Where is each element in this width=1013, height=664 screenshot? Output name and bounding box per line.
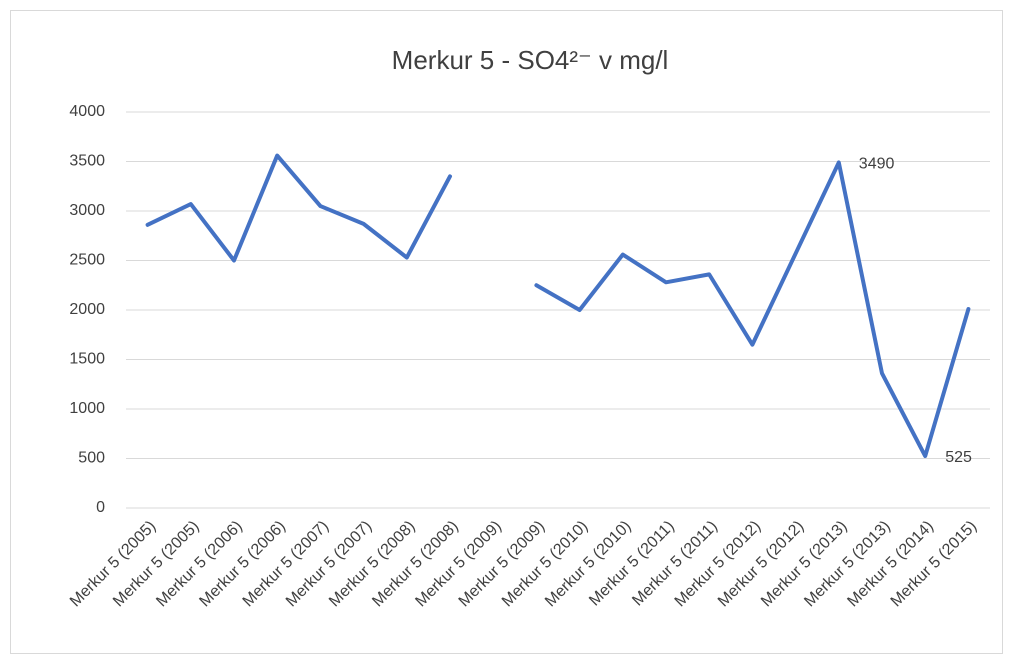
y-tick-label: 2000 — [69, 301, 105, 318]
y-tick-label: 500 — [78, 450, 105, 467]
y-tick-label: 3500 — [69, 153, 105, 170]
y-tick-label: 4000 — [69, 103, 105, 120]
y-tick-label: 1000 — [69, 400, 105, 417]
data-label: 525 — [945, 449, 972, 466]
y-tick-label: 1500 — [69, 351, 105, 368]
data-line — [145, 153, 971, 459]
y-tick-label: 2500 — [69, 252, 105, 269]
chart-title: Merkur 5 - SO4²⁻ v mg/l — [392, 45, 669, 75]
y-tick-label: 3000 — [69, 202, 105, 219]
data-label: 3490 — [859, 156, 895, 173]
y-tick-label: 0 — [96, 499, 105, 516]
chart-frame — [10, 10, 1003, 654]
